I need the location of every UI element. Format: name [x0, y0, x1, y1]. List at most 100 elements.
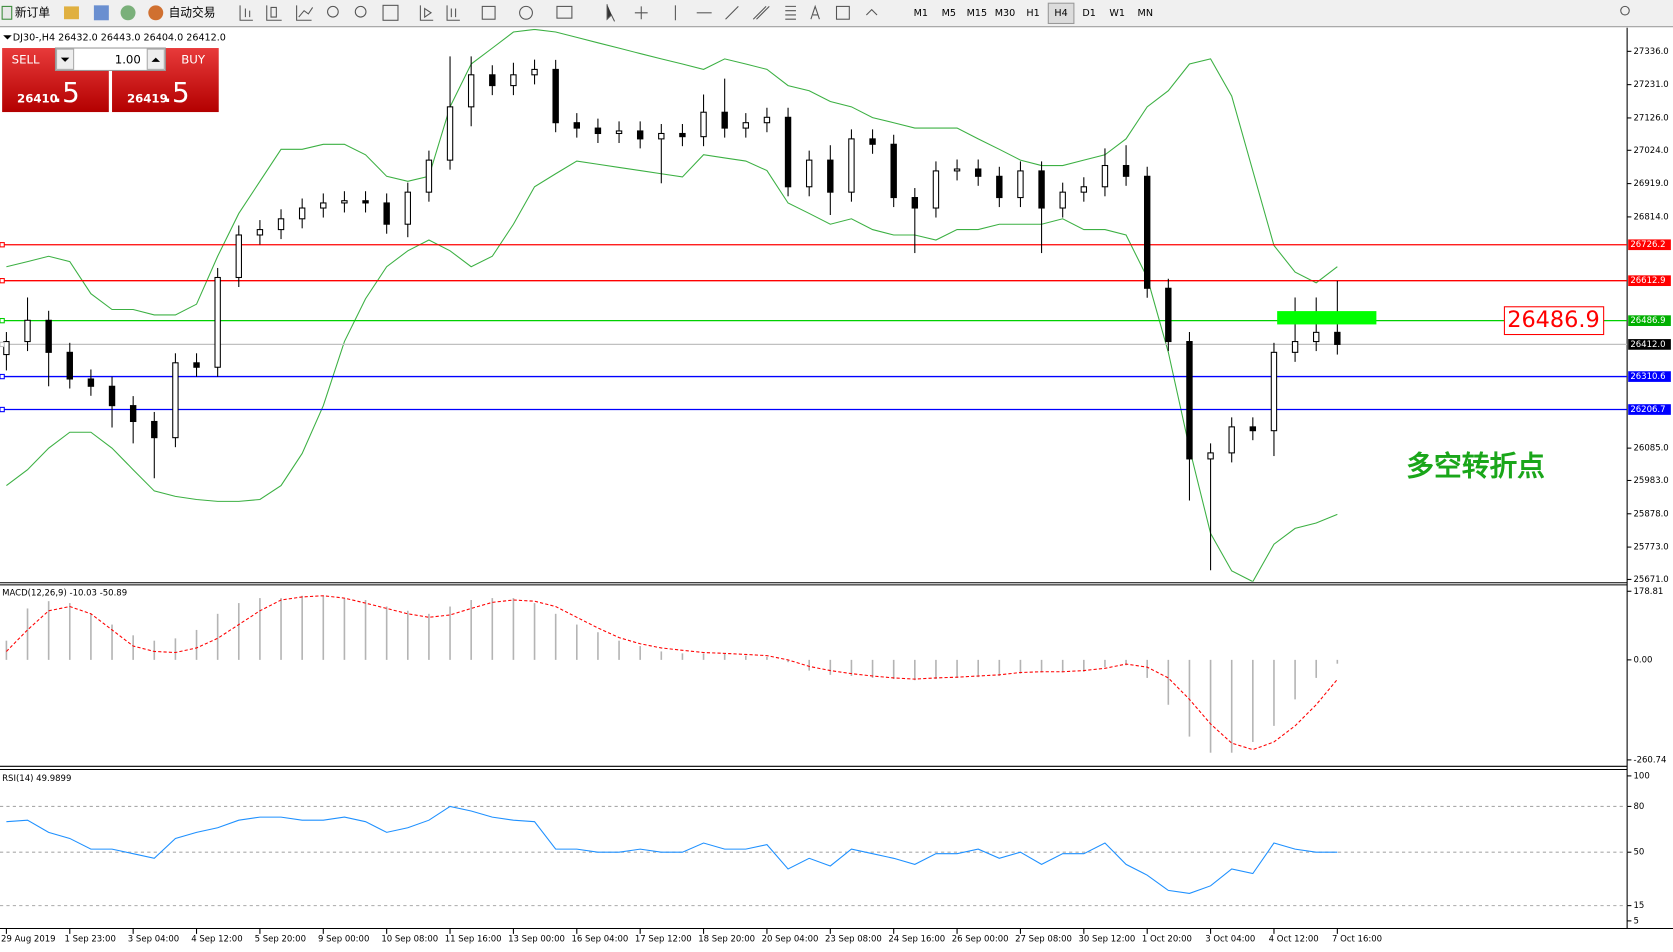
icon[interactable] [93, 5, 109, 21]
candle-body [911, 197, 919, 209]
new-order-button[interactable]: 新订单 [15, 5, 50, 19]
macd-bar [1315, 659, 1318, 678]
timeframe-button[interactable]: W1 [1109, 8, 1125, 19]
x-tick-label: 26 Sep 00:00 [952, 935, 1009, 945]
icon[interactable] [419, 5, 434, 21]
timeframe-button[interactable]: H4 [1054, 8, 1067, 19]
y-tick-label: 25878.0 [1634, 509, 1669, 519]
macd-bar [766, 656, 768, 660]
x-tick-label: 18 Sep 20:00 [698, 935, 755, 945]
icon[interactable] [382, 4, 399, 21]
label-tool[interactable] [835, 5, 850, 20]
bid-price: 26410 [17, 92, 58, 106]
icon[interactable] [519, 5, 533, 20]
level-tag-label: 26412.0 [1630, 340, 1665, 350]
fibo-tool[interactable] [785, 5, 796, 20]
icon[interactable] [354, 5, 367, 18]
macd-bar [512, 598, 515, 660]
timeframe-button[interactable]: D1 [1082, 8, 1095, 19]
timeframe-bar: M1 M5 M15 M30 H1 H4 D1 W1 MN [914, 2, 1153, 25]
pivot-zone [1277, 311, 1377, 325]
macd-bar [745, 655, 747, 660]
macd-bar [1336, 659, 1339, 664]
icon[interactable] [327, 5, 339, 18]
icon[interactable] [239, 5, 253, 21]
macd-bar [723, 653, 726, 660]
candle-body [489, 74, 496, 87]
chart-window [0, 27, 1673, 952]
y-tick-label: 26919.0 [1634, 179, 1669, 189]
y-tick-label: 27126.0 [1634, 113, 1669, 123]
y-tick-label: 178.81 [1634, 587, 1664, 597]
macd-bar [977, 659, 979, 678]
icon[interactable] [556, 5, 573, 19]
arrow [151, 57, 161, 62]
y-tick-label: 26814.0 [1634, 212, 1669, 222]
x-tick-label: 24 Sep 16:00 [888, 935, 945, 945]
macd-label-part: -50.89 [100, 588, 127, 598]
macd-bar [871, 659, 874, 678]
y-tick-label: 50 [1634, 848, 1645, 858]
icon[interactable] [481, 5, 496, 20]
macd-bar [1273, 659, 1275, 726]
candle-body [1270, 351, 1278, 432]
candle-body [66, 351, 73, 380]
candle-body [108, 385, 116, 407]
level-tag [1628, 404, 1671, 415]
timeframe-button[interactable]: M5 [942, 8, 956, 19]
candle-body [552, 68, 559, 124]
timeframe-button[interactable]: M15 [967, 8, 987, 19]
macd-bar [1125, 659, 1127, 666]
volume-box[interactable] [54, 47, 166, 71]
crosshair-tool[interactable] [634, 6, 648, 20]
timeframe-button[interactable]: M1 [914, 8, 928, 19]
text-tool[interactable] [810, 4, 820, 20]
search-icon[interactable] [1620, 5, 1630, 16]
icon[interactable] [296, 5, 314, 21]
candle-body [404, 191, 411, 225]
level-tag-label: 26726.2 [1630, 240, 1665, 250]
y-tick-label: 25773.0 [1634, 543, 1669, 553]
level-tag [1628, 371, 1671, 382]
x-tick-label: 13 Sep 00:00 [508, 935, 565, 945]
channel-tool[interactable] [752, 6, 770, 20]
volume-value[interactable]: 1.00 [115, 52, 141, 66]
x-tick-label: 3 Sep 04:00 [128, 935, 179, 945]
y-tick-label: 100 [1634, 771, 1650, 781]
ask-price-fraction: .5 [163, 76, 189, 109]
arrow [60, 57, 70, 62]
candle-body [193, 362, 200, 368]
candle-body [932, 170, 940, 209]
macd-signal [6, 595, 1338, 751]
cursor-tool[interactable] [606, 4, 616, 22]
annotation: 多空转折点 [1406, 449, 1545, 482]
candle-body [636, 130, 644, 140]
macd-bar [829, 659, 832, 675]
icon[interactable] [266, 5, 282, 21]
new-order-icon[interactable] [1, 5, 13, 20]
x-tick-label: 11 Sep 16:00 [445, 935, 502, 945]
candle-body [277, 218, 285, 231]
trendline-tool[interactable] [725, 6, 739, 20]
candle-body [151, 420, 158, 439]
arrow-tool[interactable] [865, 8, 878, 16]
icon[interactable] [64, 6, 79, 20]
macd-bar [428, 613, 430, 660]
candle-body [467, 74, 475, 108]
timeframe-button[interactable]: MN [1138, 8, 1153, 19]
level-handle [0, 373, 5, 380]
timeframe-button[interactable]: M30 [995, 8, 1015, 19]
timeframe-button[interactable]: H1 [1026, 8, 1039, 19]
macd-bar [1083, 659, 1085, 672]
candle-body [658, 132, 665, 140]
toolbar-icons [239, 4, 1630, 22]
candle-body [129, 405, 137, 423]
auto-trading-button[interactable]: 自动交易 [169, 5, 216, 19]
candle-body [1165, 287, 1172, 343]
buy-label[interactable]: BUY [181, 52, 206, 66]
auto-trading-icon[interactable] [148, 5, 164, 21]
icon[interactable] [120, 5, 136, 21]
icon[interactable] [446, 5, 460, 21]
sell-label[interactable]: SELL [12, 52, 40, 66]
candle-body [594, 127, 602, 135]
